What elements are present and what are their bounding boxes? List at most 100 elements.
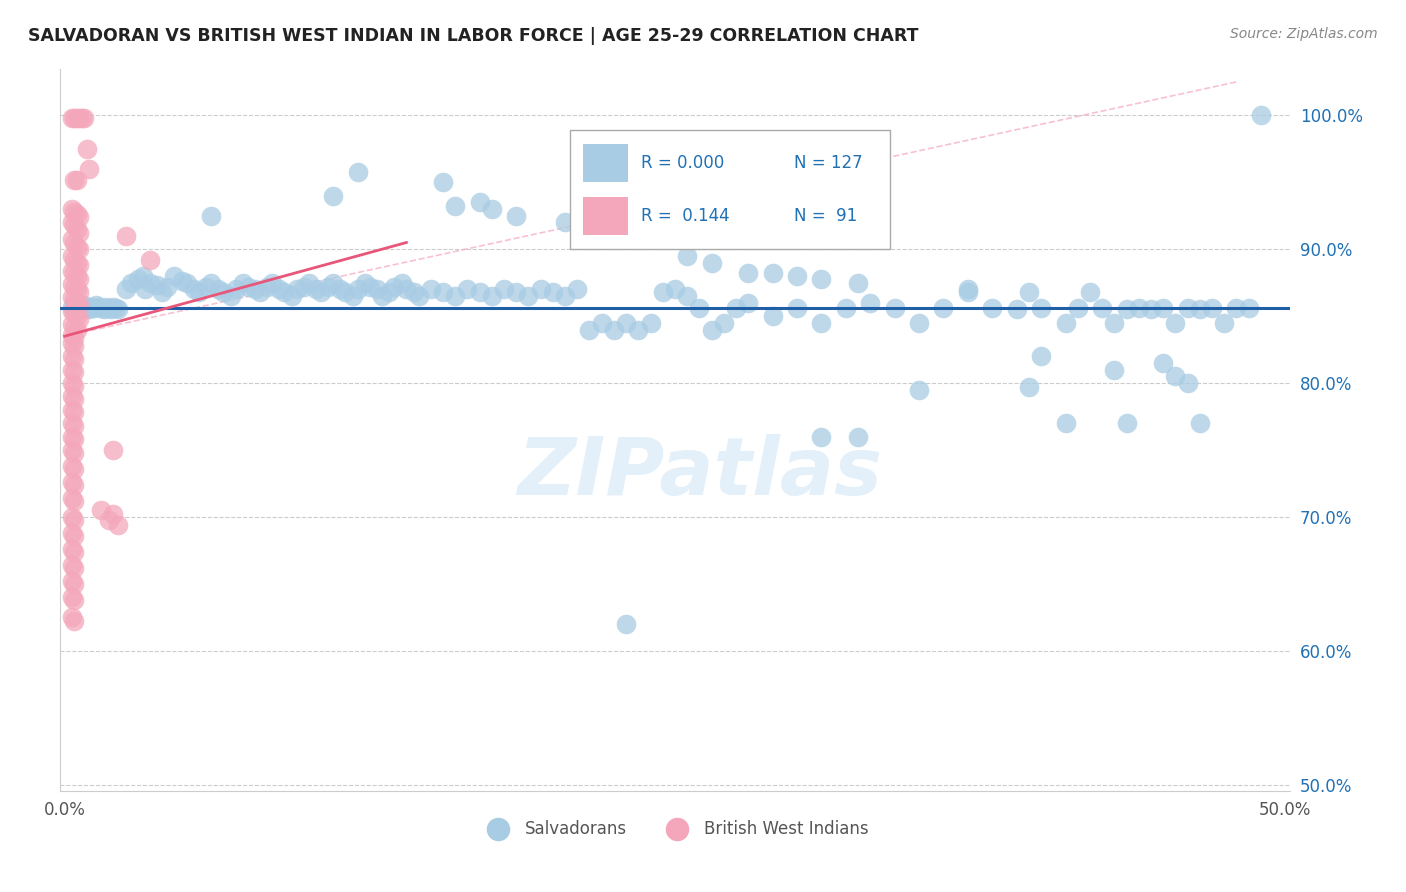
Point [956, 285, 979, 299]
Point [225, 282, 247, 296]
Point [63, 405, 86, 419]
Point [70, 302, 93, 317]
Point [66, 255, 89, 269]
Point [60, 111, 83, 125]
Point [530, 282, 553, 296]
Point [786, 268, 808, 283]
Point [63, 528, 86, 542]
Point [810, 316, 832, 330]
Point [60, 574, 83, 589]
Point [1237, 301, 1260, 315]
Point [63, 593, 86, 607]
Point [127, 271, 149, 285]
Point [614, 226, 637, 240]
Point [66, 322, 89, 336]
Point [83, 301, 105, 315]
Point [63, 560, 86, 574]
Point [762, 309, 785, 323]
Point [176, 276, 198, 290]
Point [63, 279, 86, 293]
Point [810, 429, 832, 443]
Point [77, 302, 100, 317]
Text: ZIPatlas: ZIPatlas [517, 434, 882, 512]
Text: Source: ZipAtlas.com: Source: ZipAtlas.com [1230, 27, 1378, 41]
Point [63, 293, 86, 307]
Point [236, 279, 259, 293]
Point [391, 276, 413, 290]
Point [66, 309, 89, 323]
Point [77, 161, 100, 176]
Point [63, 365, 86, 379]
Point [614, 617, 637, 632]
Point [468, 285, 491, 299]
Point [146, 278, 169, 293]
Point [908, 383, 931, 397]
Point [651, 285, 673, 299]
Point [60, 327, 83, 342]
Point [614, 316, 637, 330]
Point [66, 172, 89, 186]
Point [1067, 301, 1090, 315]
Point [163, 268, 186, 283]
Point [1177, 376, 1199, 390]
Point [67, 242, 90, 256]
Point [63, 111, 86, 125]
Point [1188, 302, 1211, 317]
Point [688, 301, 710, 315]
Point [60, 442, 83, 457]
Point [63, 298, 86, 312]
Point [67, 271, 90, 285]
Point [1005, 302, 1028, 317]
Point [63, 378, 86, 392]
Point [468, 195, 491, 210]
Point [737, 295, 759, 310]
Point [762, 266, 785, 280]
Point [444, 199, 467, 213]
Point [139, 252, 162, 267]
Point [329, 282, 352, 296]
Point [1031, 301, 1053, 315]
Point [322, 276, 344, 290]
Point [627, 322, 650, 336]
Legend: Salvadorans, British West Indians: Salvadorans, British West Indians [475, 813, 875, 845]
Point [591, 316, 613, 330]
Point [567, 282, 589, 296]
Point [676, 289, 699, 303]
Point [66, 268, 89, 283]
Point [63, 418, 86, 433]
Point [107, 517, 129, 532]
Point [67, 258, 90, 272]
Point [150, 285, 173, 299]
Point [305, 282, 328, 296]
Point [243, 282, 266, 296]
Point [541, 285, 564, 299]
Point [87, 300, 110, 314]
Point [1201, 301, 1223, 315]
Point [60, 290, 83, 304]
Point [63, 544, 86, 558]
Point [67, 311, 90, 326]
Point [444, 289, 467, 303]
Point [156, 279, 179, 293]
Point [60, 300, 83, 314]
Point [63, 432, 86, 446]
Point [67, 285, 90, 299]
Point [66, 301, 89, 315]
Point [60, 349, 83, 363]
Point [408, 289, 430, 303]
Point [63, 445, 86, 459]
Point [67, 300, 90, 314]
Point [66, 295, 89, 310]
Point [60, 277, 83, 291]
Point [63, 319, 86, 334]
Point [342, 289, 364, 303]
Point [322, 188, 344, 202]
Point [66, 207, 89, 221]
Point [187, 285, 209, 299]
Point [63, 461, 86, 475]
Point [63, 330, 86, 344]
Point [67, 111, 90, 125]
Point [63, 577, 86, 591]
Point [76, 142, 98, 156]
Point [505, 285, 527, 299]
